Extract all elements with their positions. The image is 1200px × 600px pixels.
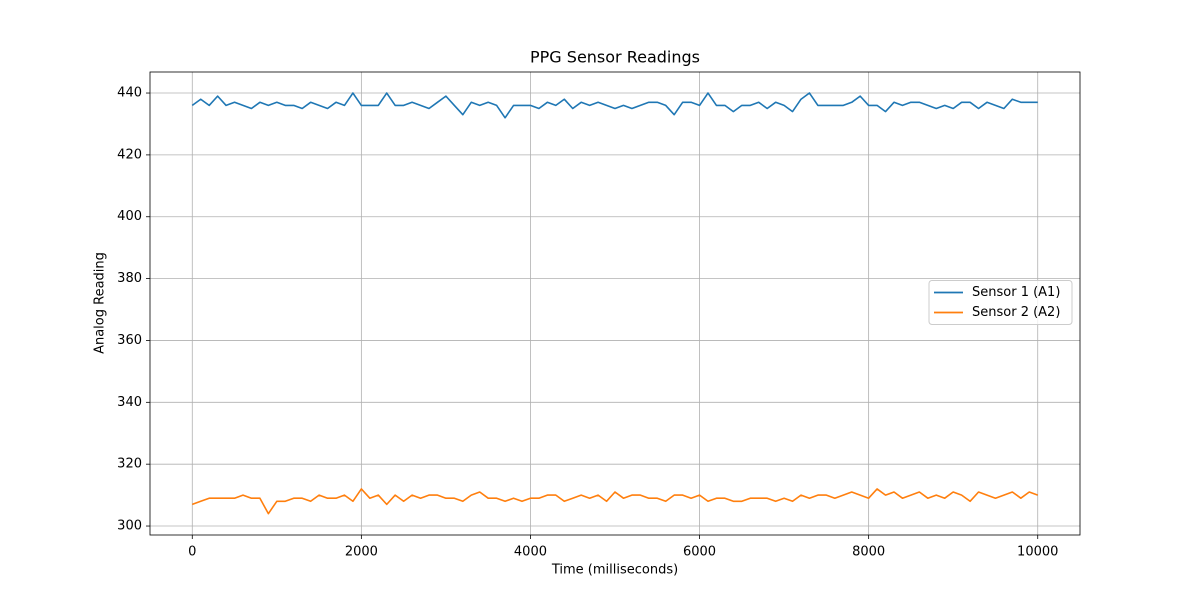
- series-line: [191, 92, 1038, 119]
- legend-box: [928, 280, 1073, 325]
- x-tick-label: 8000: [852, 545, 885, 560]
- x-tick-label: 0: [188, 545, 196, 560]
- legend-label: Sensor 2 (A2): [972, 305, 1060, 320]
- y-tick-label: 420: [117, 147, 142, 162]
- y-tick-label: 340: [117, 395, 142, 410]
- legend-label: Sensor 1 (A1): [972, 285, 1060, 300]
- chart-title: PPG Sensor Readings: [530, 48, 700, 67]
- y-tick-label: 380: [117, 271, 142, 286]
- y-axis-label: Analog Reading: [93, 252, 108, 354]
- x-tick-label: 6000: [683, 545, 716, 560]
- y-tick-label: 400: [117, 209, 142, 224]
- plot-frame: [149, 71, 1081, 536]
- y-tick-label: 440: [117, 86, 142, 101]
- x-tick-label: 10000: [1017, 545, 1058, 560]
- y-tick-label: 360: [117, 333, 142, 348]
- x-tick-label: 4000: [514, 545, 547, 560]
- series-line: [191, 488, 1039, 515]
- y-tick-label: 320: [117, 457, 142, 472]
- y-tick-label: 300: [117, 519, 142, 534]
- x-tick-label: 2000: [345, 545, 378, 560]
- x-axis-label: Time (milliseconds): [551, 563, 678, 578]
